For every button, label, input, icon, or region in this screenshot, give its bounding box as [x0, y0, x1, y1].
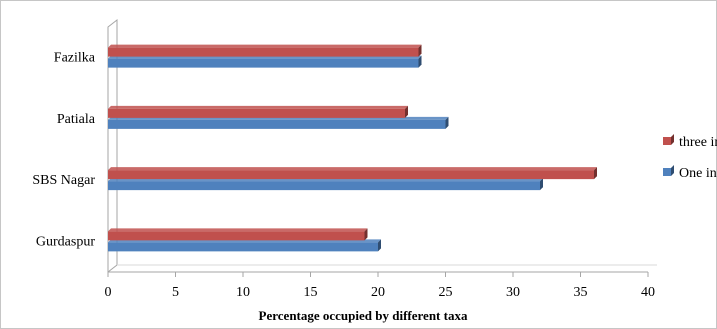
x-tick-label: 40 [641, 285, 655, 300]
x-tick-label: 35 [574, 285, 588, 300]
bar-three-inch [108, 170, 594, 179]
category-label: Patiala [57, 112, 96, 127]
bar-top-face [108, 45, 422, 48]
x-axis-ticks: 0 5 10 15 20 25 30 35 40 [105, 272, 656, 300]
bar-one-inch [108, 120, 446, 129]
bar-top-face [108, 106, 408, 109]
x-tick-label: 15 [304, 285, 318, 300]
category-labels: Gurdaspur SBS Nagar Patiala Fazilka [32, 51, 95, 250]
x-tick-label: 0 [105, 285, 112, 300]
category-label: SBS Nagar [32, 173, 95, 188]
legend-swatch-depth [671, 134, 674, 145]
x-tick-label: 20 [371, 285, 385, 300]
category-label: Gurdaspur [36, 234, 95, 249]
bar-one-inch [108, 242, 378, 251]
legend-swatch-depth [671, 165, 674, 176]
legend: three inch One inch [663, 134, 717, 181]
bar-top-face [108, 228, 368, 231]
bar-three-inch [108, 109, 405, 118]
legend-label: One inch [679, 166, 717, 181]
x-tick-label: 10 [236, 285, 250, 300]
bar-three-inch [108, 48, 419, 57]
legend-swatch [663, 168, 671, 176]
bar-three-inch [108, 231, 365, 240]
bar-one-inch [108, 181, 540, 190]
bar-one-inch [108, 59, 419, 68]
category-label: Fazilka [54, 51, 96, 66]
legend-swatch [663, 137, 671, 145]
legend-label: three inch [679, 135, 717, 150]
x-tick-label: 30 [506, 285, 520, 300]
bars-group [108, 45, 597, 252]
bar-top-face [108, 167, 597, 170]
x-axis-title: Percentage occupied by different taxa [259, 308, 468, 323]
x-tick-label: 5 [172, 285, 179, 300]
x-tick-label: 25 [439, 285, 453, 300]
